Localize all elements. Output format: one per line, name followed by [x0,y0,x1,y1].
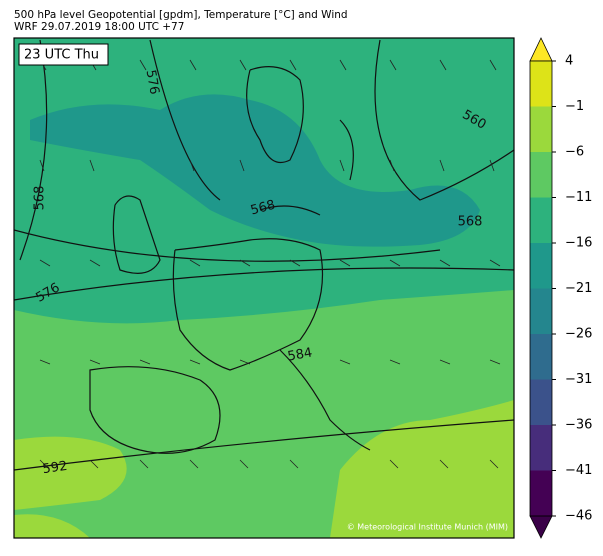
colorbar-tick-label: −31 [565,372,592,387]
contour-label: 568 [33,186,48,211]
colorbar-tick-label: −46 [565,509,592,524]
colorbar-band [530,152,552,198]
time-box [18,43,109,66]
colorbar-band [530,334,552,380]
colorbar-band [530,243,552,289]
colorbar-band [530,379,552,426]
colorbar-band [530,197,552,244]
colorbar-band [530,106,552,153]
colorbar-band [530,61,552,107]
colorbar-extend [529,37,553,62]
map-frame [13,37,515,539]
contour-label: 568 [249,198,277,219]
colorbar-tick-label: −36 [565,418,592,433]
colorbar-tick-label: −1 [565,99,584,114]
colorbar-tick-label: −6 [565,145,584,160]
contour-label: 592 [42,459,69,477]
time-label: 23 UTC Thu [24,48,99,63]
colorbar: 4 −1 −6 −11 −16 −21 −26 −31 −36 −41 −46 [529,37,592,539]
contour-label: 576 [143,69,162,96]
colorbar-band [530,288,552,335]
colorbar-tick-label: −41 [565,463,592,478]
colorbar-extend [529,515,553,539]
colorbar-band [530,470,552,517]
colorbar-tick-label: 4 [565,54,573,69]
credit: © Meteorological Institute Munich (MIM) [347,523,508,532]
colorbar-band [530,425,552,471]
contour-label: 568 [458,215,483,230]
colorbar-tick-label: −16 [565,236,592,251]
colorbar-tick-label: −11 [565,190,592,205]
colorbar-tick-label: −21 [565,281,592,296]
colorbar-tick-label: −26 [565,327,592,342]
contour-label: 584 [286,345,313,364]
map-field: 576 568 560 568 568 576 584 592 © Meteor… [14,38,514,538]
title: 500 hPa level Geopotential [gpdm], Tempe… [14,9,348,21]
subtitle: WRF 29.07.2019 18:00 UTC +77 [14,21,184,33]
